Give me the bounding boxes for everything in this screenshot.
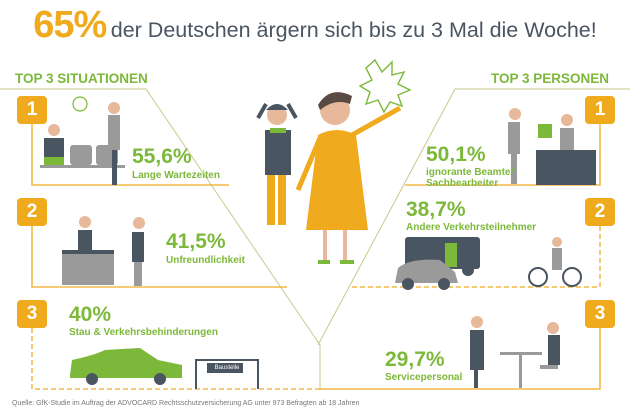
situation-rank-badge: 3: [17, 300, 47, 328]
restaurant-illustration: [470, 316, 560, 388]
angry-woman-figure: [295, 92, 402, 264]
person-percent: 38,7%: [406, 198, 466, 221]
person-label: ignorante Beamte/: [426, 167, 514, 178]
panel-frames: [31, 124, 601, 390]
traffic-illustration: [395, 237, 582, 290]
person-rank-badge: 2: [585, 198, 615, 226]
situation-rank-badge: 1: [17, 96, 47, 124]
person-label: Servicepersonal: [385, 372, 463, 383]
panel-lines: [0, 88, 630, 389]
headline-text: der Deutschen ärgern sich bis zu 3 Mal d…: [110, 18, 597, 42]
situation-label: Unfreundlichkeit: [166, 255, 245, 266]
situation-percent: 55,6%: [132, 145, 192, 168]
car-illustration: [70, 348, 182, 385]
situations-heading: TOP 3 SITUATIONEN: [15, 71, 148, 86]
person-label: Andere Verkehrsteilnehmer: [406, 222, 537, 233]
situation-percent: 41,5%: [166, 230, 226, 253]
office-desk-illustration: [508, 108, 596, 185]
person-rank-badge: 1: [585, 96, 615, 124]
situation-percent: 40%: [69, 303, 112, 326]
person-percent: 50,1%: [426, 143, 486, 166]
source-footnote: Quelle: GfK-Studie im Auftrag der ADVOCA…: [12, 400, 360, 407]
angry-man-figure: [256, 103, 298, 225]
situation-label: Lange Wartezeiten: [132, 170, 220, 181]
counter-illustration: [62, 216, 145, 286]
persons-heading: TOP 3 PERSONEN: [491, 71, 610, 86]
construction-sign-text: Baustelle: [214, 365, 240, 371]
waiting-room-illustration: [40, 96, 125, 185]
person-rank-badge: 3: [585, 300, 615, 328]
construction-barrier-illustration: [195, 359, 259, 389]
person-label: Sachbearbeiter: [426, 178, 499, 189]
situation-rank-badge: 2: [17, 198, 47, 226]
situation-label: Stau & Verkehrsbehinderungen: [69, 327, 218, 338]
person-percent: 29,7%: [385, 348, 445, 371]
headline-percent: 65%: [33, 4, 107, 46]
headline: 65% der Deutschen ärgern sich bis zu 3 M…: [0, 4, 630, 47]
anger-burst-icon: [358, 58, 412, 114]
